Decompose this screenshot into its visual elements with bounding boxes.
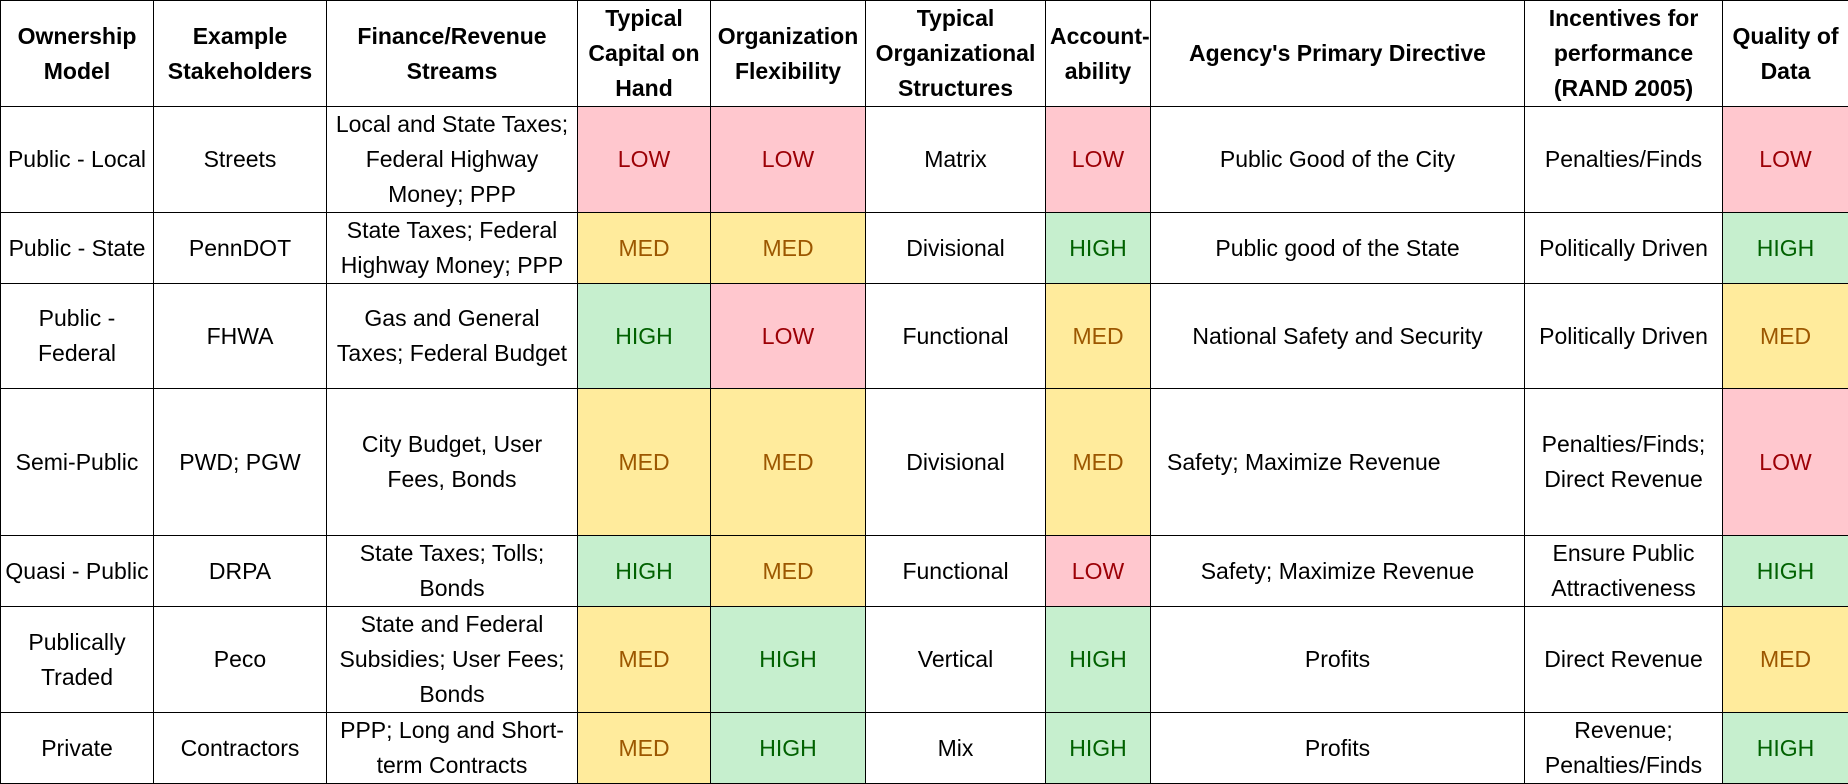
cell-stakeholders: Streets bbox=[154, 107, 327, 213]
cell-directive: Profits bbox=[1151, 713, 1525, 784]
header-accountability: Account-ability bbox=[1046, 1, 1151, 107]
table-row: Public - Federal FHWA Gas and General Ta… bbox=[1, 284, 1848, 389]
cell-finance: Gas and General Taxes; Federal Budget bbox=[327, 284, 578, 389]
cell-accountability: HIGH bbox=[1046, 713, 1151, 784]
cell-incentives: Penalties/Finds bbox=[1525, 107, 1723, 213]
cell-incentives: Direct Revenue bbox=[1525, 607, 1723, 713]
cell-structure: Mix bbox=[866, 713, 1046, 784]
cell-accountability: HIGH bbox=[1046, 213, 1151, 284]
cell-data-quality: HIGH bbox=[1723, 213, 1848, 284]
cell-incentives: Politically Driven bbox=[1525, 284, 1723, 389]
cell-finance: Local and State Taxes; Federal Highway M… bbox=[327, 107, 578, 213]
header-organizational-structures: Typical Organizational Structures bbox=[866, 1, 1046, 107]
cell-ownership-model: Quasi - Public bbox=[1, 536, 154, 607]
header-primary-directive: Agency's Primary Directive bbox=[1151, 1, 1525, 107]
cell-finance: State and Federal Subsidies; User Fees; … bbox=[327, 607, 578, 713]
cell-finance: State Taxes; Federal Highway Money; PPP bbox=[327, 213, 578, 284]
cell-directive: Profits bbox=[1151, 607, 1525, 713]
table-row: Quasi - Public DRPA State Taxes; Tolls; … bbox=[1, 536, 1848, 607]
cell-data-quality: LOW bbox=[1723, 389, 1848, 536]
cell-stakeholders: DRPA bbox=[154, 536, 327, 607]
header-capital-on-hand: Typical Capital on Hand bbox=[578, 1, 711, 107]
cell-capital: MED bbox=[578, 389, 711, 536]
header-example-stakeholders: Example Stakeholders bbox=[154, 1, 327, 107]
cell-data-quality: HIGH bbox=[1723, 713, 1848, 784]
cell-finance: City Budget, User Fees, Bonds bbox=[327, 389, 578, 536]
cell-stakeholders: Contractors bbox=[154, 713, 327, 784]
header-quality-of-data: Quality of Data bbox=[1723, 1, 1848, 107]
cell-accountability: LOW bbox=[1046, 536, 1151, 607]
cell-incentives: Ensure Public Attractiveness bbox=[1525, 536, 1723, 607]
cell-data-quality: HIGH bbox=[1723, 536, 1848, 607]
cell-incentives: Penalties/Finds; Direct Revenue bbox=[1525, 389, 1723, 536]
header-ownership-model: Ownership Model bbox=[1, 1, 154, 107]
cell-stakeholders: FHWA bbox=[154, 284, 327, 389]
cell-capital: MED bbox=[578, 213, 711, 284]
cell-flexibility: LOW bbox=[711, 284, 866, 389]
cell-structure: Matrix bbox=[866, 107, 1046, 213]
cell-flexibility: HIGH bbox=[711, 607, 866, 713]
cell-flexibility: MED bbox=[711, 213, 866, 284]
cell-flexibility: LOW bbox=[711, 107, 866, 213]
cell-data-quality: MED bbox=[1723, 607, 1848, 713]
cell-structure: Functional bbox=[866, 284, 1046, 389]
cell-stakeholders: Peco bbox=[154, 607, 327, 713]
header-incentives: Incentives for performance (RAND 2005) bbox=[1525, 1, 1723, 107]
cell-capital: MED bbox=[578, 607, 711, 713]
cell-structure: Divisional bbox=[866, 213, 1046, 284]
cell-capital: LOW bbox=[578, 107, 711, 213]
table-row: Private Contractors PPP; Long and Short-… bbox=[1, 713, 1848, 784]
table-row: Public - Local Streets Local and State T… bbox=[1, 107, 1848, 213]
cell-accountability: MED bbox=[1046, 389, 1151, 536]
cell-ownership-model: Semi-Public bbox=[1, 389, 154, 536]
table-row: Public - State PennDOT State Taxes; Fede… bbox=[1, 213, 1848, 284]
cell-finance: State Taxes; Tolls; Bonds bbox=[327, 536, 578, 607]
table-row: Publically Traded Peco State and Federal… bbox=[1, 607, 1848, 713]
cell-structure: Divisional bbox=[866, 389, 1046, 536]
table-row: Semi-Public PWD; PGW City Budget, User F… bbox=[1, 389, 1848, 536]
cell-accountability: LOW bbox=[1046, 107, 1151, 213]
cell-incentives: Revenue; Penalties/Finds bbox=[1525, 713, 1723, 784]
cell-accountability: HIGH bbox=[1046, 607, 1151, 713]
cell-data-quality: MED bbox=[1723, 284, 1848, 389]
header-row: Ownership Model Example Stakeholders Fin… bbox=[1, 1, 1848, 107]
cell-finance: PPP; Long and Short-term Contracts bbox=[327, 713, 578, 784]
cell-ownership-model: Public - Local bbox=[1, 107, 154, 213]
cell-incentives: Politically Driven bbox=[1525, 213, 1723, 284]
cell-accountability: MED bbox=[1046, 284, 1151, 389]
cell-structure: Vertical bbox=[866, 607, 1046, 713]
cell-stakeholders: PWD; PGW bbox=[154, 389, 327, 536]
cell-structure: Functional bbox=[866, 536, 1046, 607]
cell-ownership-model: Public - State bbox=[1, 213, 154, 284]
cell-ownership-model: Public - Federal bbox=[1, 284, 154, 389]
cell-directive: Public Good of the City bbox=[1151, 107, 1525, 213]
cell-ownership-model: Publically Traded bbox=[1, 607, 154, 713]
cell-capital: HIGH bbox=[578, 284, 711, 389]
cell-data-quality: LOW bbox=[1723, 107, 1848, 213]
cell-stakeholders: PennDOT bbox=[154, 213, 327, 284]
cell-directive: Safety; Maximize Revenue bbox=[1151, 389, 1525, 536]
cell-ownership-model: Private bbox=[1, 713, 154, 784]
cell-directive: Public good of the State bbox=[1151, 213, 1525, 284]
cell-capital: HIGH bbox=[578, 536, 711, 607]
cell-flexibility: MED bbox=[711, 536, 866, 607]
cell-capital: MED bbox=[578, 713, 711, 784]
cell-directive: Safety; Maximize Revenue bbox=[1151, 536, 1525, 607]
cell-directive: National Safety and Security bbox=[1151, 284, 1525, 389]
cell-flexibility: MED bbox=[711, 389, 866, 536]
header-organization-flexibility: Organization Flexibility bbox=[711, 1, 866, 107]
cell-flexibility: HIGH bbox=[711, 713, 866, 784]
header-finance-revenue-streams: Finance/Revenue Streams bbox=[327, 1, 578, 107]
